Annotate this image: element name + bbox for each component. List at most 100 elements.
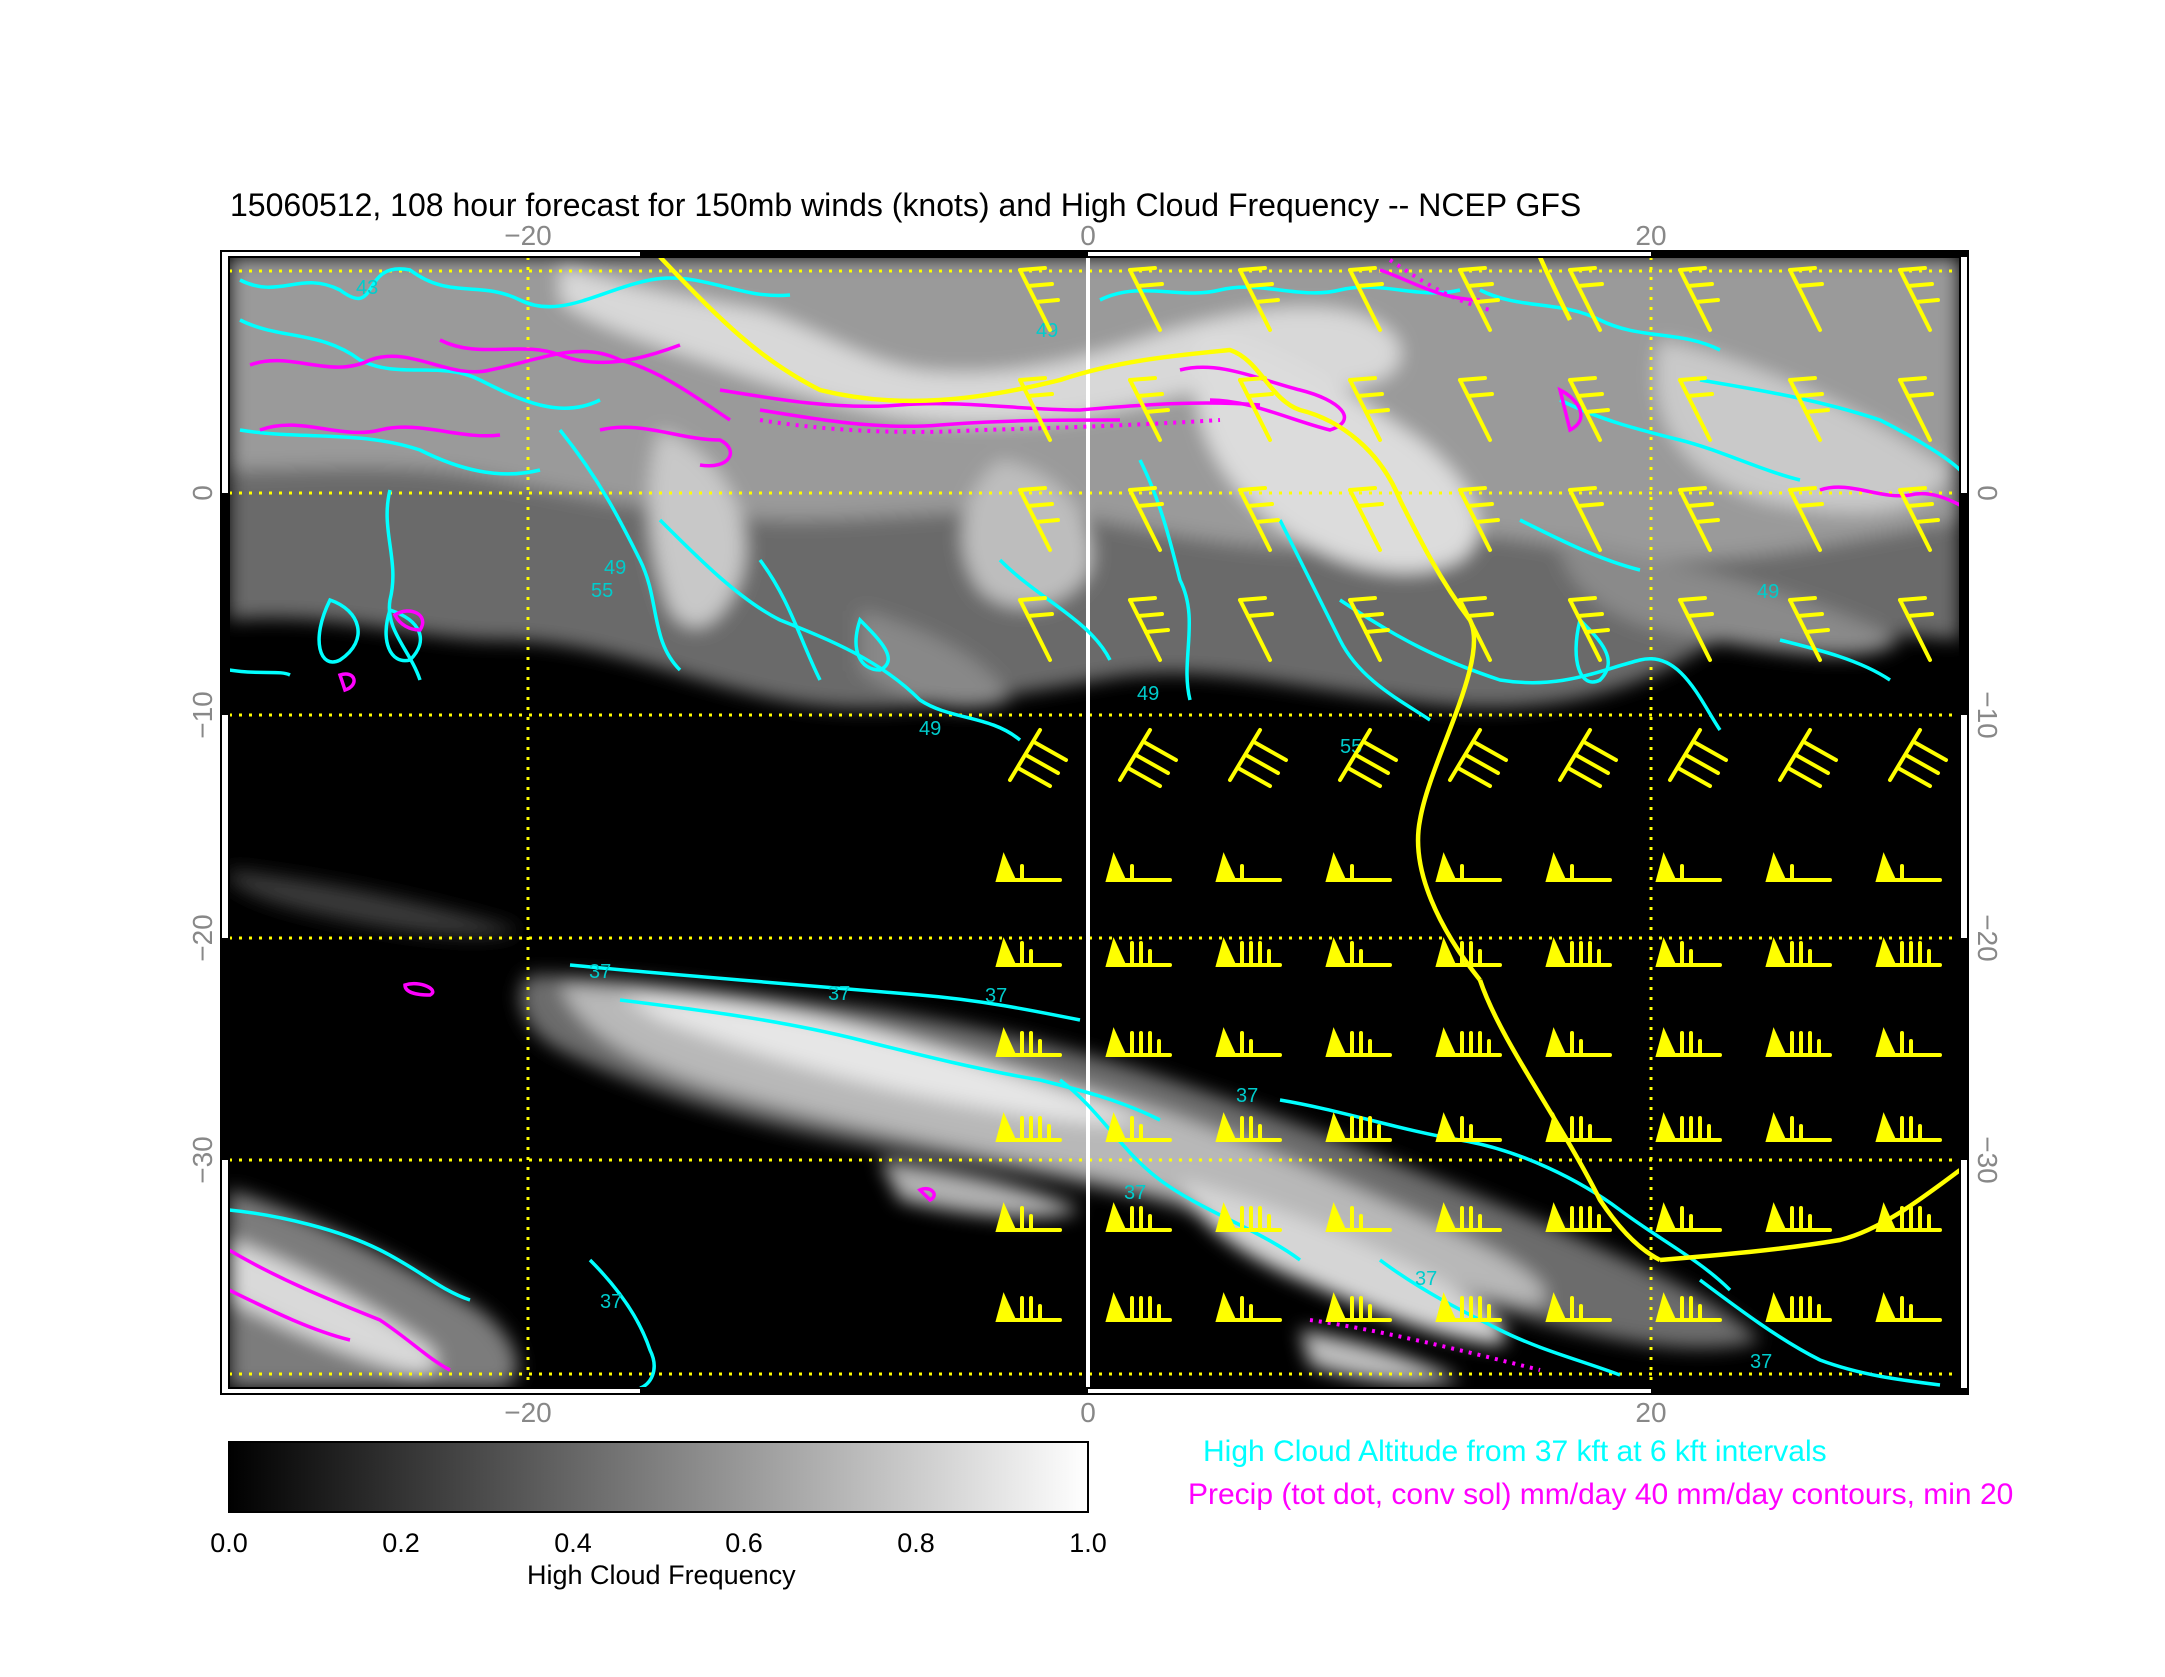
wind-barb-stroke (1568, 268, 1602, 332)
wind-barb-stroke (1354, 753, 1390, 775)
wind-barb-flag (1215, 852, 1238, 882)
wind-barb-stroke (1678, 268, 1712, 332)
contour-label: 37 (600, 1291, 622, 1313)
wind-barb-flag (1875, 852, 1898, 882)
wind-barb-stroke (1788, 378, 1822, 442)
wind-barb-stroke (1026, 502, 1054, 508)
wind-barb-stroke (1904, 753, 1940, 775)
wind-barb-flag (995, 1112, 1018, 1142)
wind-barb-stroke (1906, 612, 1934, 618)
contour-label: 43 (356, 277, 378, 299)
wind-barb-stroke (1356, 392, 1384, 398)
wind-barb-flag (1875, 1112, 1898, 1142)
wind-barb-stroke (1574, 753, 1610, 775)
wind-barb-stroke (1246, 502, 1274, 508)
y-tick-label-left: −10 (187, 691, 218, 739)
wind-barb-stroke (1026, 392, 1054, 398)
wind-barb-stroke (1238, 266, 1267, 272)
wind-barb-stroke (1694, 518, 1720, 524)
wind-barb-flag (1435, 1112, 1458, 1142)
wind-barb-stroke (1128, 486, 1157, 492)
wind-barb-stroke (1906, 502, 1934, 508)
legend-high-cloud: High Cloud Altitude from 37 kft at 6 kft… (1203, 1435, 1827, 1468)
wind-barb-flag (1325, 1202, 1348, 1232)
wind-barb-stroke (1246, 282, 1274, 288)
wind-barb-stroke (1678, 378, 1712, 442)
wind-barb-stroke (1246, 392, 1274, 398)
wind-barb-stroke (1136, 502, 1164, 508)
wind-barb-stroke (1128, 598, 1162, 662)
wind-barb-flag (995, 1292, 1018, 1322)
wind-barb-stroke (1914, 518, 1940, 524)
wind-barb-stroke (1364, 408, 1390, 414)
y-tick-label-right: −20 (1972, 914, 2003, 962)
wind-barb-flag (1875, 1292, 1898, 1322)
wind-barb-stroke (1128, 266, 1157, 272)
wind-barb-flag (1655, 1112, 1678, 1142)
wind-barb-flag (1545, 1112, 1568, 1142)
wind-barb-stroke (1458, 488, 1492, 552)
wind-barb-stroke (1458, 596, 1487, 602)
wind-barb-stroke (1458, 486, 1487, 492)
wind-barb-stroke (1238, 376, 1267, 382)
wind-barb-stroke (1018, 376, 1047, 382)
wind-barb-flag (1875, 1202, 1898, 1232)
wind-barb-stroke (1458, 378, 1492, 442)
wind-barb-stroke (1576, 392, 1604, 398)
wind-barb-flag (1325, 852, 1348, 882)
wind-barb-flag (1765, 852, 1788, 882)
wind-barb-stroke (1018, 266, 1047, 272)
wind-barb-flag (1765, 1027, 1788, 1057)
wind-barb-stroke (1254, 298, 1280, 304)
wind-barb-flag (1215, 937, 1238, 967)
wind-barb-flag (1435, 1292, 1458, 1322)
contour-label: 37 (985, 985, 1007, 1007)
wind-barb-stroke (1348, 488, 1382, 552)
wind-barb-stroke (1254, 518, 1280, 524)
contour-label: 49 (1757, 581, 1779, 603)
wind-barb-stroke (1348, 486, 1377, 492)
wind-barb-flag (1765, 937, 1788, 967)
wind-barb-flag (1105, 1027, 1128, 1057)
wind-barb-flag (1215, 1112, 1238, 1142)
wind-barb-stroke (1238, 378, 1272, 442)
wind-barb-stroke (1128, 376, 1157, 382)
wind-barb-stroke (1466, 502, 1494, 508)
wind-barb-stroke (1898, 268, 1932, 332)
colorbar-tick-label: 0.2 (382, 1528, 420, 1558)
wind-barb-flag (1105, 1202, 1128, 1232)
y-tick-label-right: 0 (1972, 485, 2003, 501)
wind-barb-flag (1765, 1112, 1788, 1142)
x-tick-label-top: 0 (1080, 220, 1096, 251)
wind-barb-stroke (1236, 766, 1272, 788)
wind-barb-flag (1105, 937, 1128, 967)
colorbar (228, 1441, 1089, 1513)
wind-barb-stroke (1684, 753, 1720, 775)
wind-barb-stroke (1584, 408, 1610, 414)
map-frame (220, 250, 1969, 1395)
wind-barb-stroke (1676, 766, 1712, 788)
wind-barb-stroke (1024, 753, 1060, 775)
colorbar-tick-label: 0.0 (210, 1528, 248, 1558)
wind-barbs (995, 266, 1948, 1322)
wind-barb-stroke (1364, 628, 1390, 634)
wind-barb-stroke (1788, 596, 1817, 602)
wind-barb-stroke (1128, 268, 1162, 332)
wind-barb-stroke (1356, 282, 1384, 288)
wind-barb-stroke (1802, 740, 1838, 762)
wind-barb-stroke (1788, 268, 1822, 332)
x-tick-label-top: −20 (504, 220, 552, 251)
wind-barb-flag (1875, 1027, 1898, 1057)
wind-barb-stroke (1474, 298, 1500, 304)
contour-label: 37 (1750, 1351, 1772, 1373)
wind-barb-stroke (1126, 766, 1162, 788)
wind-barb-flag (1325, 1027, 1348, 1057)
wind-barb-stroke (1348, 596, 1377, 602)
contour-label: 49 (919, 718, 941, 740)
wind-barb-flag (1325, 937, 1348, 967)
wind-barb-stroke (1568, 486, 1597, 492)
wind-barb-stroke (1018, 378, 1052, 442)
colorbar-tick-label: 0.4 (554, 1528, 592, 1558)
wind-barb-stroke (1896, 766, 1932, 788)
